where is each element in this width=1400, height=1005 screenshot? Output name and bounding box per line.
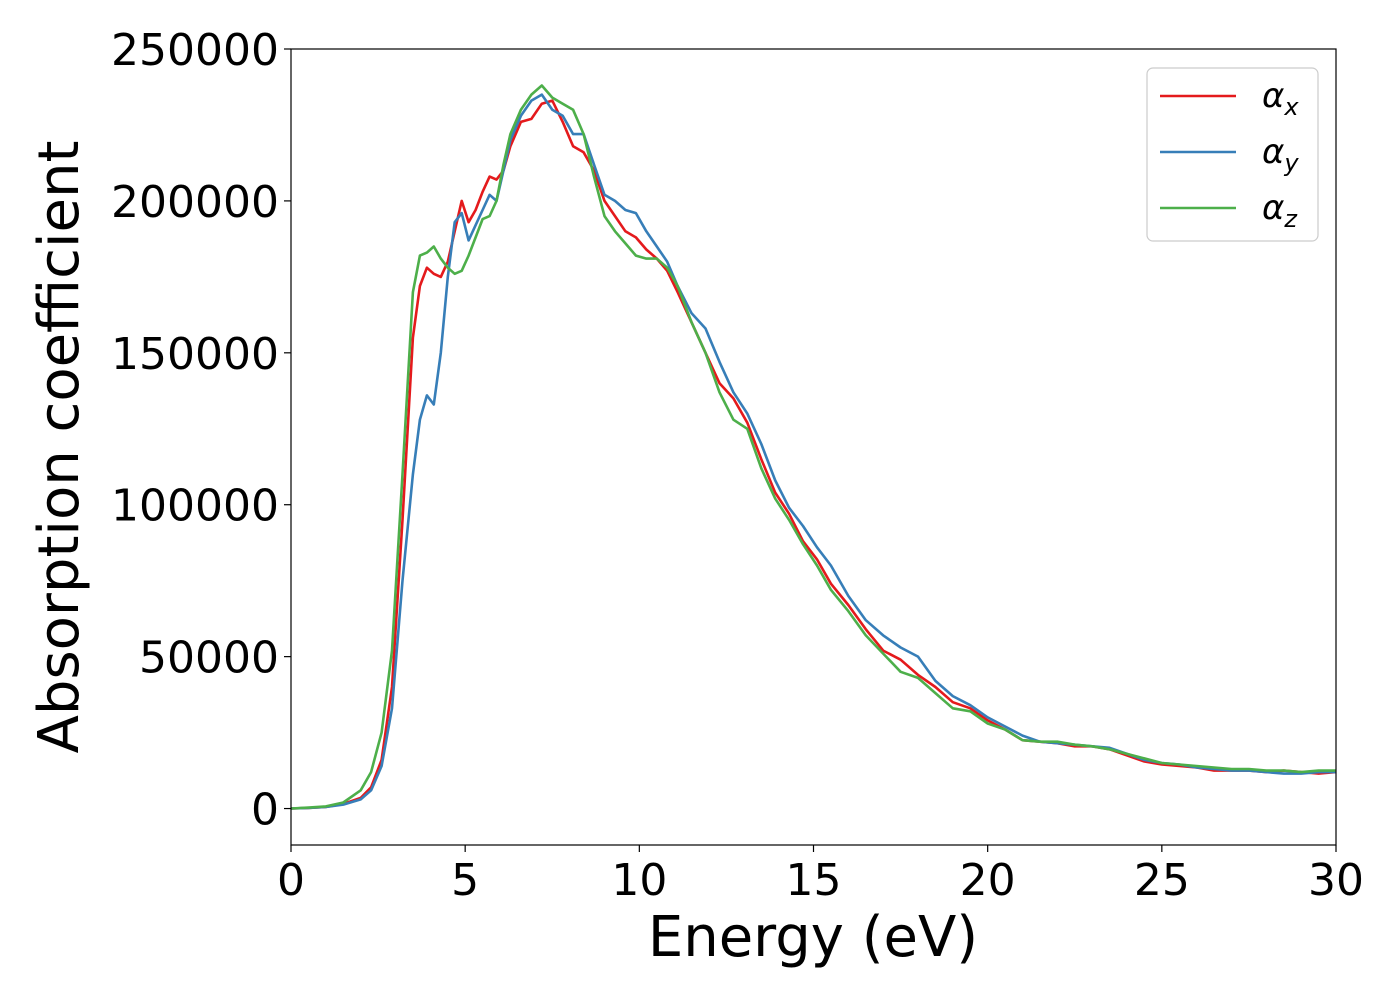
x-tick-label: 25 <box>1134 855 1190 906</box>
y-tick-label: 50000 <box>139 633 279 684</box>
x-tick-label: 5 <box>451 855 479 906</box>
x-tick-label: 0 <box>277 855 305 906</box>
x-tick-label: 15 <box>786 855 842 906</box>
y-tick-label: 200000 <box>111 177 279 228</box>
x-tick-label: 10 <box>611 855 667 906</box>
series-line-alpha-z <box>291 84 1336 810</box>
x-tick-label: 20 <box>960 855 1016 906</box>
y-tick-label: 150000 <box>111 329 279 380</box>
x-tick-label: 30 <box>1308 855 1364 906</box>
y-tick-label: 0 <box>251 785 279 836</box>
x-axis-title: Energy (eV) <box>648 905 978 970</box>
y-tick-label: 100000 <box>111 481 279 532</box>
legend-box <box>1146 67 1319 242</box>
y-tick-label: 250000 <box>111 25 279 76</box>
y-axis-title: Absorption coefficient <box>27 141 92 754</box>
